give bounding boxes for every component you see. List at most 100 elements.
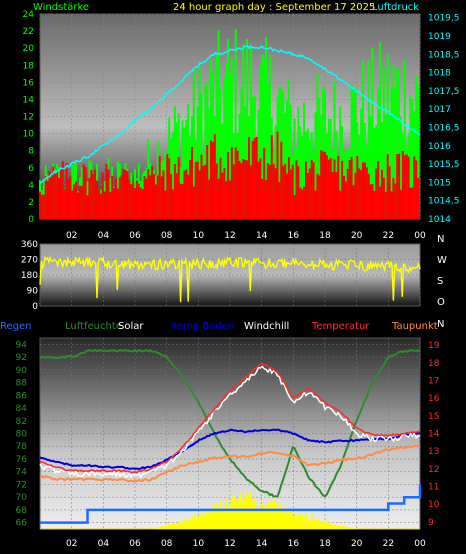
left-tick-label: 24 [23, 10, 35, 20]
right-tick-label: 1015,5 [428, 160, 460, 170]
right-tick-label: 1016,5 [428, 123, 460, 133]
left-tick-label: 94 [16, 340, 28, 350]
x-tick-label: 20 [351, 539, 363, 549]
left-tick-label: 4 [28, 181, 34, 191]
legend-humidity: Luftfeuchte [65, 321, 122, 332]
x-tick-label: 00 [414, 539, 426, 549]
y-tick-label: 270 [21, 256, 38, 266]
x-tick-label: 10 [193, 539, 205, 549]
left-tick-label: 0 [28, 215, 34, 225]
right-tick-label: 19 [428, 341, 440, 351]
x-tick-label: 10 [193, 231, 205, 241]
x-tick-label: 12 [224, 539, 235, 549]
legend-ground-temp: temp Boden [173, 321, 234, 332]
pressure-line [39, 44, 421, 184]
x-tick-label: 00 [414, 231, 426, 241]
left-tick-label: 8 [28, 147, 34, 157]
x-tick-label: 16 [288, 231, 300, 241]
right-tick-label: 1014,5 [428, 197, 460, 207]
right-tick-label: 1017,5 [428, 87, 460, 97]
compass-label: N [437, 319, 444, 330]
left-tick-label: 82 [16, 417, 27, 427]
left-tick-label: 12 [23, 113, 34, 123]
left-tick-label: 6 [28, 164, 34, 174]
left-tick-label: 80 [16, 430, 28, 440]
left-tick-label: 2 [28, 198, 34, 208]
left-tick-label: 66 [16, 519, 28, 529]
left-tick-label: 92 [16, 353, 27, 363]
y-tick-label: 0 [32, 302, 38, 312]
compass-label: S [437, 276, 443, 287]
right-tick-label: 1018 [428, 69, 451, 79]
windchill-line [39, 365, 421, 479]
right-tick-label: 9 [428, 518, 434, 528]
humidity-line [39, 348, 421, 498]
right-tick-label: 14 [428, 430, 440, 440]
x-tick-label: 04 [98, 539, 110, 549]
x-tick-label: 22 [383, 231, 394, 241]
left-tick-label: 70 [16, 493, 28, 503]
right-tick-label: 13 [428, 447, 439, 457]
left-tick-label: 72 [16, 480, 27, 490]
rain-line [40, 484, 422, 524]
x-tick-label: 06 [129, 539, 141, 549]
dewpoint-line [39, 444, 421, 483]
left-tick-label: 88 [16, 379, 28, 389]
x-tick-label: 20 [351, 231, 363, 241]
x-tick-label: 16 [288, 539, 300, 549]
temperature-line [39, 362, 421, 474]
left-tick-label: 84 [16, 404, 28, 414]
compass-label: O [437, 297, 445, 308]
left-tick-label: 16 [23, 78, 35, 88]
right-tick-label: 17 [428, 376, 439, 386]
ground-temp-line [39, 428, 420, 471]
left-tick-label: 10 [23, 130, 35, 140]
right-tick-label: 1018,5 [428, 50, 460, 60]
compass-label: N [437, 234, 444, 245]
y-tick-label: 180 [21, 271, 38, 281]
x-tick-label: 06 [129, 231, 141, 241]
right-tick-label: 1019 [428, 32, 451, 42]
x-tick-label: 18 [319, 231, 331, 241]
right-tick-label: 15 [428, 412, 439, 422]
compass-label: W [437, 255, 447, 266]
left-tick-label: 68 [16, 506, 28, 516]
left-tick-label: 76 [16, 455, 28, 465]
right-tick-label: 1014 [428, 215, 451, 225]
y-tick-label: 90 [27, 287, 39, 297]
x-tick-label: 08 [161, 539, 173, 549]
legend-rain: Regen [0, 321, 32, 332]
y-tick-label: 360 [21, 240, 38, 250]
right-tick-label: 11 [428, 483, 439, 493]
left-tick-label: 14 [23, 95, 35, 105]
x-tick-label: 02 [66, 231, 77, 241]
header-right: Luftdruck [372, 2, 419, 13]
x-tick-label: 18 [319, 539, 331, 549]
legend-temperature: Temperatur [311, 321, 370, 332]
left-tick-label: 74 [16, 468, 28, 478]
x-tick-label: 02 [66, 539, 77, 549]
x-tick-label: 14 [256, 231, 268, 241]
legend-dewpoint: Taupunkt [391, 321, 438, 332]
right-tick-label: 18 [428, 359, 440, 369]
header-title: 24 hour graph day : September 17 2025 [173, 2, 375, 13]
left-tick-label: 22 [23, 27, 34, 37]
left-tick-label: 18 [23, 61, 35, 71]
x-tick-label: 22 [383, 539, 394, 549]
x-tick-label: 04 [98, 231, 110, 241]
winddir-line [39, 255, 421, 303]
right-tick-label: 1015 [428, 178, 451, 188]
x-tick-label: 12 [224, 231, 235, 241]
right-tick-label: 12 [428, 465, 439, 475]
header-left: Windstärke [33, 2, 89, 13]
legend-windchill: Windchill [244, 321, 289, 332]
right-tick-label: 16 [428, 394, 440, 404]
x-tick-label: 14 [256, 539, 268, 549]
right-tick-label: 1016 [428, 142, 451, 152]
right-tick-label: 10 [428, 500, 440, 510]
left-tick-label: 78 [16, 442, 28, 452]
left-tick-label: 86 [16, 391, 28, 401]
left-tick-label: 90 [16, 366, 28, 376]
right-tick-label: 1017 [428, 105, 451, 115]
